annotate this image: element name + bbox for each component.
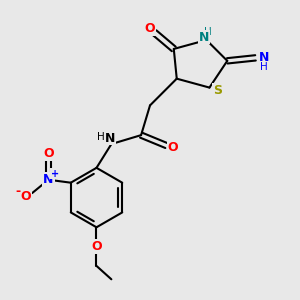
Text: N: N	[43, 173, 54, 186]
Text: O: O	[168, 140, 178, 154]
Text: O: O	[20, 190, 31, 202]
Text: +: +	[51, 169, 59, 179]
Text: O: O	[91, 240, 102, 253]
Text: -: -	[15, 185, 20, 198]
Text: H: H	[260, 62, 268, 72]
Text: N: N	[259, 51, 269, 64]
Text: O: O	[43, 147, 54, 161]
Text: H: H	[204, 27, 212, 37]
Text: O: O	[145, 22, 155, 34]
Text: N: N	[105, 132, 115, 145]
Text: N: N	[199, 31, 209, 44]
Text: S: S	[213, 84, 222, 97]
Text: H: H	[97, 132, 105, 142]
